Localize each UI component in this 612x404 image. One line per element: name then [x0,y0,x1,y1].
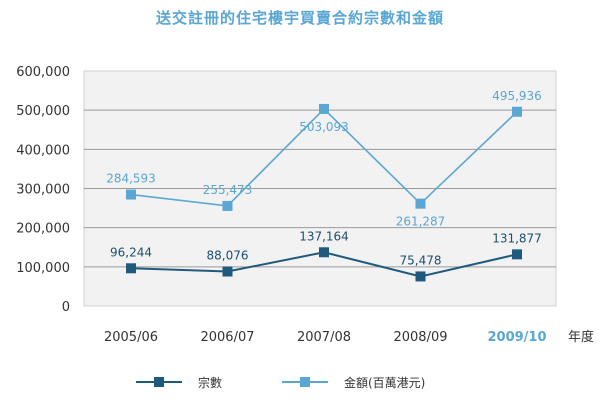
data-label: 284,593 [106,172,156,186]
y-tick-label: 200,000 [16,222,70,237]
data-point [512,106,522,117]
data-label: 503,093 [299,120,349,134]
y-tick-label: 0 [62,300,70,315]
data-point [222,266,233,277]
data-label: 131,877 [492,231,542,245]
x-tick-label: 2006/07 [200,330,254,345]
data-label: 261,287 [396,215,446,229]
data-point [512,249,522,260]
data-label: 137,164 [299,229,349,243]
legend: 宗數 金額(百萬港元) [136,375,425,390]
data-point [126,189,136,200]
x-axis-label: 年度 [568,329,594,345]
data-point [415,198,426,209]
y-tick-label: 400,000 [16,143,70,158]
y-tick-label: 100,000 [16,261,70,276]
y-tick-label: 500,000 [16,104,70,119]
data-label: 495,936 [492,89,542,103]
legend-marker [300,377,310,387]
x-tick-label: 2007/08 [297,330,351,345]
y-tick-label: 600,000 [16,65,70,80]
data-point [319,103,329,114]
legend-label: 金額(百萬港元) [344,375,425,390]
legend-label: 宗數 [198,375,222,390]
data-point [222,200,233,211]
data-label: 88,076 [207,249,249,263]
legend-marker [154,377,164,387]
data-label: 75,478 [400,253,442,267]
y-axis: 0 100,000 200,000 300,000 400,000 500,000 600,… [16,65,70,315]
data-label: 255,473 [203,183,253,197]
x-tick-label: 2009/10 [487,330,546,345]
y-tick-label: 300,000 [16,183,70,198]
x-tick-label: 2008/09 [393,330,447,345]
data-point [319,247,329,258]
x-axis: 2005/06 2006/07 2007/08 2008/09 2009/10 [104,330,547,345]
chart-title: 送交註冊的住宅樓宇買賣合約宗數和金額 [155,9,444,27]
data-label: 96,244 [110,245,152,259]
x-tick-label: 2005/06 [104,330,158,345]
series-layer: 284,593 255,473 503,093 261,287 495,936 96,24… [106,89,542,282]
data-point [415,271,426,282]
data-point [126,263,136,274]
